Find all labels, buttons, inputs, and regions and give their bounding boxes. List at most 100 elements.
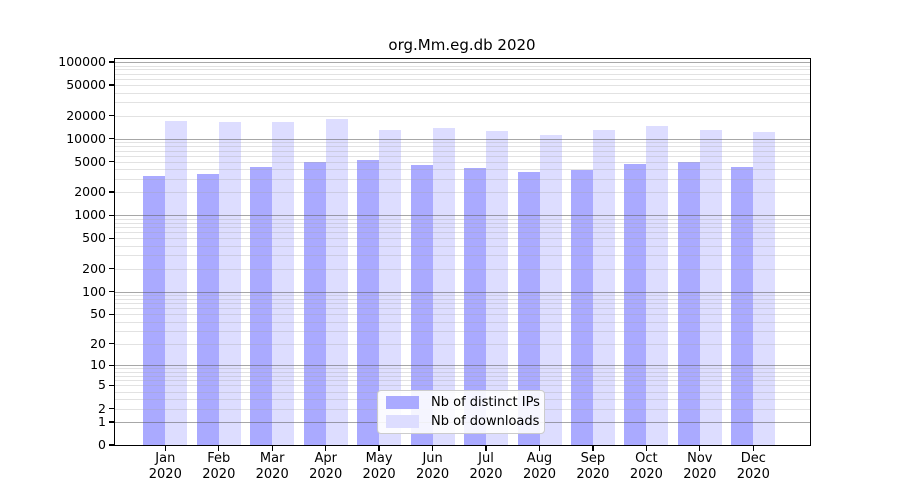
y-tick-mark xyxy=(109,114,114,117)
y-tick-label: 500 xyxy=(82,230,106,246)
gridline-minor xyxy=(115,227,810,228)
gridline-minor xyxy=(115,371,810,373)
x-tick-label: Sep 2020 xyxy=(576,451,610,482)
legend-swatch-distinct-ips xyxy=(386,396,419,409)
y-tick-mark xyxy=(109,290,114,293)
gridline-minor xyxy=(115,146,810,147)
y-tick-mark xyxy=(109,84,114,86)
gridline-minor xyxy=(115,245,810,247)
x-tick-label: Jan 2020 xyxy=(148,451,182,482)
x-tick-mark xyxy=(218,446,220,451)
chart-title: org.Mm.eg.db 2020 xyxy=(388,36,536,54)
legend: Nb of distinct IPs Nb of downloads xyxy=(377,390,545,434)
gridline-minor xyxy=(115,385,810,387)
x-tick-mark xyxy=(271,446,273,451)
y-tick-mark xyxy=(109,407,114,410)
gridline-minor xyxy=(115,178,810,180)
x-tick-mark xyxy=(431,446,434,451)
bar-downloads xyxy=(218,121,241,445)
y-tick-mark xyxy=(109,61,114,63)
y-tick-mark xyxy=(109,313,114,315)
x-tick-mark xyxy=(538,446,541,451)
x-tick-label: Oct 2020 xyxy=(629,451,663,482)
y-tick-label: 5 xyxy=(98,377,106,393)
gridline-minor xyxy=(115,314,810,316)
bar-distinct-ips xyxy=(196,174,219,445)
y-tick-mark xyxy=(109,267,114,270)
x-tick-label: Mar 2020 xyxy=(255,451,289,482)
y-tick-label: 10000 xyxy=(66,130,106,146)
gridline-minor xyxy=(115,343,810,345)
bar-distinct-ips xyxy=(464,167,486,445)
x-tick-mark xyxy=(752,446,754,451)
gridline-major xyxy=(115,291,810,293)
legend-label-distinct-ips: Nb of distinct IPs xyxy=(431,395,540,410)
y-tick-label: 1000 xyxy=(74,207,106,223)
gridline-minor xyxy=(115,69,810,71)
y-tick-mark xyxy=(109,237,114,239)
legend-label-downloads: Nb of downloads xyxy=(431,414,540,429)
x-tick-label: May 2020 xyxy=(362,451,396,482)
bar-downloads xyxy=(699,130,722,445)
gridline-minor xyxy=(115,161,810,163)
gridline-minor xyxy=(115,218,810,220)
y-tick-label: 0 xyxy=(98,437,106,452)
y-tick-mark xyxy=(109,214,114,216)
gridline-minor xyxy=(115,238,810,240)
bar-distinct-ips xyxy=(731,166,754,445)
y-tick-mark xyxy=(109,444,114,446)
y-tick-label: 2 xyxy=(98,400,106,416)
bar-distinct-ips xyxy=(250,167,273,445)
gridline-minor xyxy=(115,79,810,80)
bar-downloads xyxy=(486,131,508,445)
gridline-minor xyxy=(115,330,810,332)
y-tick-mark xyxy=(109,191,114,193)
y-tick-label: 10 xyxy=(90,357,106,373)
bar-distinct-ips xyxy=(303,162,326,445)
gridline-major xyxy=(115,365,810,367)
gridline-minor xyxy=(115,85,810,87)
bar-distinct-ips xyxy=(624,164,647,445)
bar-downloads xyxy=(165,120,188,445)
bar-distinct-ips xyxy=(570,170,593,445)
y-tick-mark xyxy=(109,161,114,163)
y-tick-label: 50000 xyxy=(66,77,106,93)
x-tick-label: Jun 2020 xyxy=(416,451,450,482)
gridline-minor xyxy=(115,155,810,157)
y-tick-mark xyxy=(109,384,114,387)
y-tick-label: 2000 xyxy=(74,184,106,200)
gridline-minor xyxy=(115,73,810,75)
bar-downloads xyxy=(272,121,295,445)
y-tick-mark xyxy=(109,421,114,423)
y-tick-label: 100000 xyxy=(58,54,106,69)
bar-downloads xyxy=(646,125,669,445)
gridline-minor xyxy=(115,232,810,234)
gridline-minor xyxy=(115,380,810,382)
x-tick-label: Aug 2020 xyxy=(522,451,557,482)
bar-downloads xyxy=(592,129,615,445)
gridline-minor xyxy=(115,368,810,370)
x-tick-mark xyxy=(378,446,380,451)
gridline-major xyxy=(115,215,810,217)
x-tick-label: Nov 2020 xyxy=(683,451,717,482)
legend-entry-downloads: Nb of downloads xyxy=(386,414,540,429)
bar-distinct-ips xyxy=(517,172,540,445)
gridline-minor xyxy=(115,92,810,94)
gridline-minor xyxy=(115,294,810,296)
x-tick-mark xyxy=(164,446,166,451)
gridline-minor xyxy=(115,102,810,104)
x-tick-label: Jul 2020 xyxy=(469,451,503,482)
y-tick-label: 50 xyxy=(90,306,106,322)
bar-distinct-ips xyxy=(410,165,433,445)
y-tick-label: 20000 xyxy=(66,107,106,123)
bar-distinct-ips xyxy=(357,160,380,445)
gridline-minor xyxy=(115,169,810,171)
y-tick-label: 20 xyxy=(90,335,106,351)
y-tick-label: 200 xyxy=(82,260,106,276)
gridline-minor xyxy=(115,65,810,67)
bar-downloads xyxy=(753,132,776,445)
x-tick-label: Apr 2020 xyxy=(309,451,343,482)
y-tick-mark xyxy=(109,343,114,345)
gridline-minor xyxy=(115,308,810,310)
x-tick-label: Dec 2020 xyxy=(736,451,770,482)
